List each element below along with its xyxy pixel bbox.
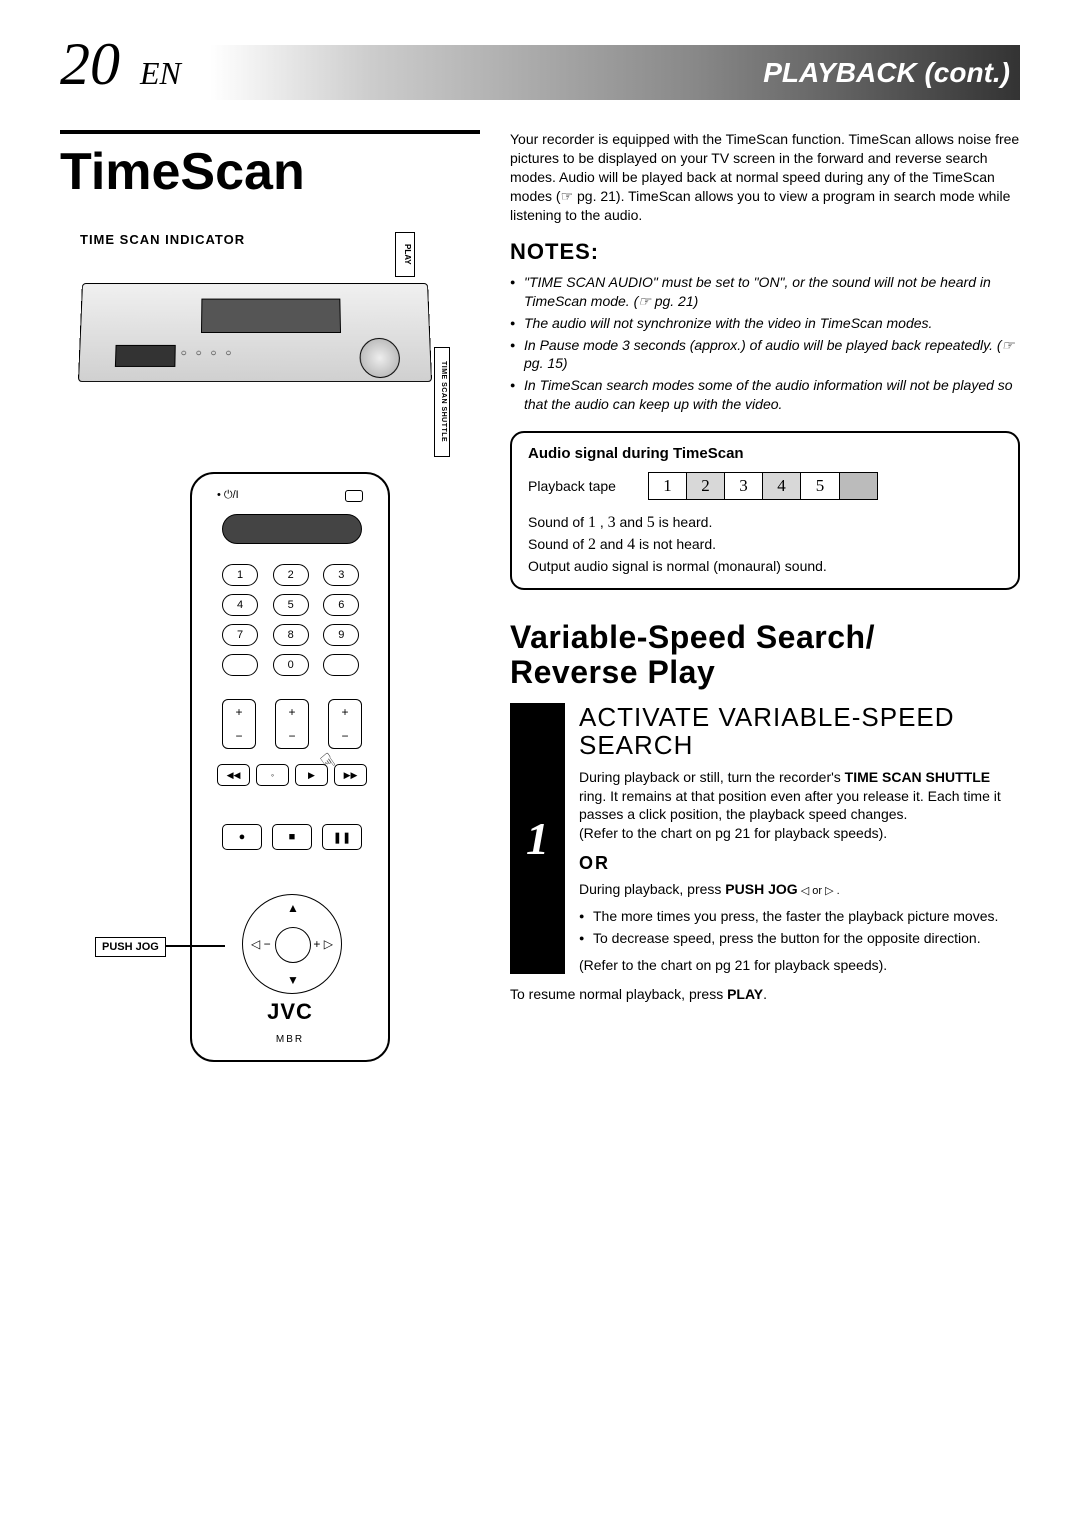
step-text-1: During playback or still, turn the recor… xyxy=(579,768,1020,825)
note-item: "TIME SCAN AUDIO" must be set to "ON", o… xyxy=(510,273,1020,309)
remote-rockers: +− +− +− xyxy=(222,699,362,749)
num-0: 0 xyxy=(273,654,309,676)
header-gradient-bar: PLAYBACK (cont.) xyxy=(210,45,1020,100)
step-block: 1 ACTIVATE VARIABLE-SPEED SEARCH During … xyxy=(510,703,1020,975)
vcr-buttons: ○ ○ ○ ○ xyxy=(181,348,235,359)
prev-button: ◦ xyxy=(256,764,289,786)
transport-row-1: ◀◀ ◦ ▶ ▶▶ xyxy=(217,764,367,786)
num-blank1 xyxy=(222,654,258,676)
dpad-down-icon: ▼ xyxy=(287,973,299,987)
intro-paragraph: Your recorder is equipped with the TimeS… xyxy=(510,130,1020,224)
page-header: 20 EN PLAYBACK (cont.) xyxy=(60,40,1020,110)
section-label: PLAYBACK (cont.) xyxy=(763,57,1010,89)
audio-signal-box: Audio signal during TimeScan Playback ta… xyxy=(510,431,1020,590)
notes-heading: NOTES: xyxy=(510,239,1020,265)
resume-text: To resume normal playback, press PLAY. xyxy=(510,986,1020,1002)
bullet-item: To decrease speed, press the button for … xyxy=(579,929,1020,947)
tape-trailing xyxy=(840,472,878,500)
num-9: 9 xyxy=(323,624,359,646)
brand-sublogo: MBR xyxy=(192,1034,388,1045)
page-language: EN xyxy=(140,55,181,92)
remote-top-row: • ⏻/I xyxy=(217,489,363,502)
play-callout: PLAY xyxy=(395,232,415,277)
audio-line-3: Output audio signal is normal (monaural)… xyxy=(528,557,1002,577)
num-5: 5 xyxy=(273,594,309,616)
dpad-right-icon: + ▷ xyxy=(313,937,333,951)
remote-display xyxy=(222,514,362,544)
rocker-2: +− xyxy=(275,699,309,749)
bullet-item: The more times you press, the faster the… xyxy=(579,907,1020,925)
audio-line-1: Sound of 1 , 3 and 5 is heard. xyxy=(528,512,1002,534)
main-title: TimeScan xyxy=(60,142,480,202)
vcr-illustration: PLAY ○ ○ ○ ○ TIME SCAN SHUTTLE xyxy=(60,252,460,432)
step-bullets: The more times you press, the faster the… xyxy=(579,907,1020,947)
title-rule xyxy=(60,130,480,134)
ff-button: ▶▶ xyxy=(334,764,367,786)
num-6: 6 xyxy=(323,594,359,616)
play-button: ▶ xyxy=(295,764,328,786)
audio-notes: Sound of 1 , 3 and 5 is heard. Sound of … xyxy=(528,512,1002,576)
shuttle-callout: TIME SCAN SHUTTLE xyxy=(434,347,450,457)
step-content: ACTIVATE VARIABLE-SPEED SEARCH During pl… xyxy=(579,703,1020,975)
step-title: ACTIVATE VARIABLE-SPEED SEARCH xyxy=(579,703,1020,760)
num-3: 3 xyxy=(323,564,359,586)
num-4: 4 xyxy=(222,594,258,616)
note-item: In TimeScan search modes some of the aud… xyxy=(510,376,1020,412)
remote-body: • ⏻/I 1 2 3 4 5 6 7 8 9 0 xyxy=(190,472,390,1062)
num-7: 7 xyxy=(222,624,258,646)
rec-button: ● xyxy=(222,824,262,850)
pushjog-label: PUSH JOG xyxy=(95,937,166,957)
step-ref-2: (Refer to the chart on pg 21 for playbac… xyxy=(579,956,1020,975)
tape-slot xyxy=(201,299,341,333)
note-item: The audio will not synchronize with the … xyxy=(510,314,1020,332)
section-title: Variable-Speed Search/ Reverse Play xyxy=(510,620,1020,690)
segment-2: 2 xyxy=(687,473,725,499)
notes-list: "TIME SCAN AUDIO" must be set to "ON", o… xyxy=(510,273,1020,412)
num-1: 1 xyxy=(222,564,258,586)
tape-label: Playback tape xyxy=(528,478,648,494)
pushjog-leader-line xyxy=(165,945,225,947)
brand-logo: JVC xyxy=(192,999,388,1025)
left-column: TimeScan TIME SCAN INDICATOR PLAY ○ ○ ○ … xyxy=(60,130,480,1072)
rocker-3: +− xyxy=(328,699,362,749)
rocker-1: +− xyxy=(222,699,256,749)
dpad-up-icon: ▲ xyxy=(287,901,299,915)
tape-row: Playback tape 1 2 3 4 5 xyxy=(528,472,1002,500)
dpad-center xyxy=(275,927,311,963)
indicator-label: TIME SCAN INDICATOR xyxy=(80,232,480,247)
dpad-ring: ▲ ▼ ◁ − + ▷ xyxy=(242,894,342,994)
num-blank2 xyxy=(323,654,359,676)
num-8: 8 xyxy=(273,624,309,646)
segment-5: 5 xyxy=(801,473,839,499)
vcr-display xyxy=(115,345,176,367)
rew-button: ◀◀ xyxy=(217,764,250,786)
note-item: In Pause mode 3 seconds (approx.) of aud… xyxy=(510,336,1020,372)
right-column: Your recorder is equipped with the TimeS… xyxy=(510,130,1020,1072)
small-button xyxy=(345,490,363,502)
remote-illustration: • ⏻/I 1 2 3 4 5 6 7 8 9 0 xyxy=(180,472,420,1072)
audio-box-title: Audio signal during TimeScan xyxy=(528,445,1002,462)
tape-segments: 1 2 3 4 5 xyxy=(648,472,840,500)
shuttle-dial xyxy=(359,338,400,378)
page-number: 20 xyxy=(60,30,120,99)
num-2: 2 xyxy=(273,564,309,586)
stop-button: ■ xyxy=(272,824,312,850)
or-text: During playback, press PUSH JOG ◁ or ▷ . xyxy=(579,880,1020,899)
pause-button: ❚❚ xyxy=(322,824,362,850)
power-icon: • ⏻/I xyxy=(217,489,239,502)
remote-numpad: 1 2 3 4 5 6 7 8 9 0 xyxy=(222,564,362,676)
step-number: 1 xyxy=(510,703,565,975)
audio-line-2: Sound of 2 and 4 is not heard. xyxy=(528,534,1002,556)
step-ref-1: (Refer to the chart on pg 21 for playbac… xyxy=(579,824,1020,843)
segment-4: 4 xyxy=(763,473,801,499)
vcr-body: ○ ○ ○ ○ xyxy=(78,283,432,382)
segment-1: 1 xyxy=(649,473,687,499)
segment-3: 3 xyxy=(725,473,763,499)
transport-row-2: ● ■ ❚❚ xyxy=(222,824,362,850)
or-label: OR xyxy=(579,853,1020,874)
dpad-left-icon: ◁ − xyxy=(251,937,271,951)
